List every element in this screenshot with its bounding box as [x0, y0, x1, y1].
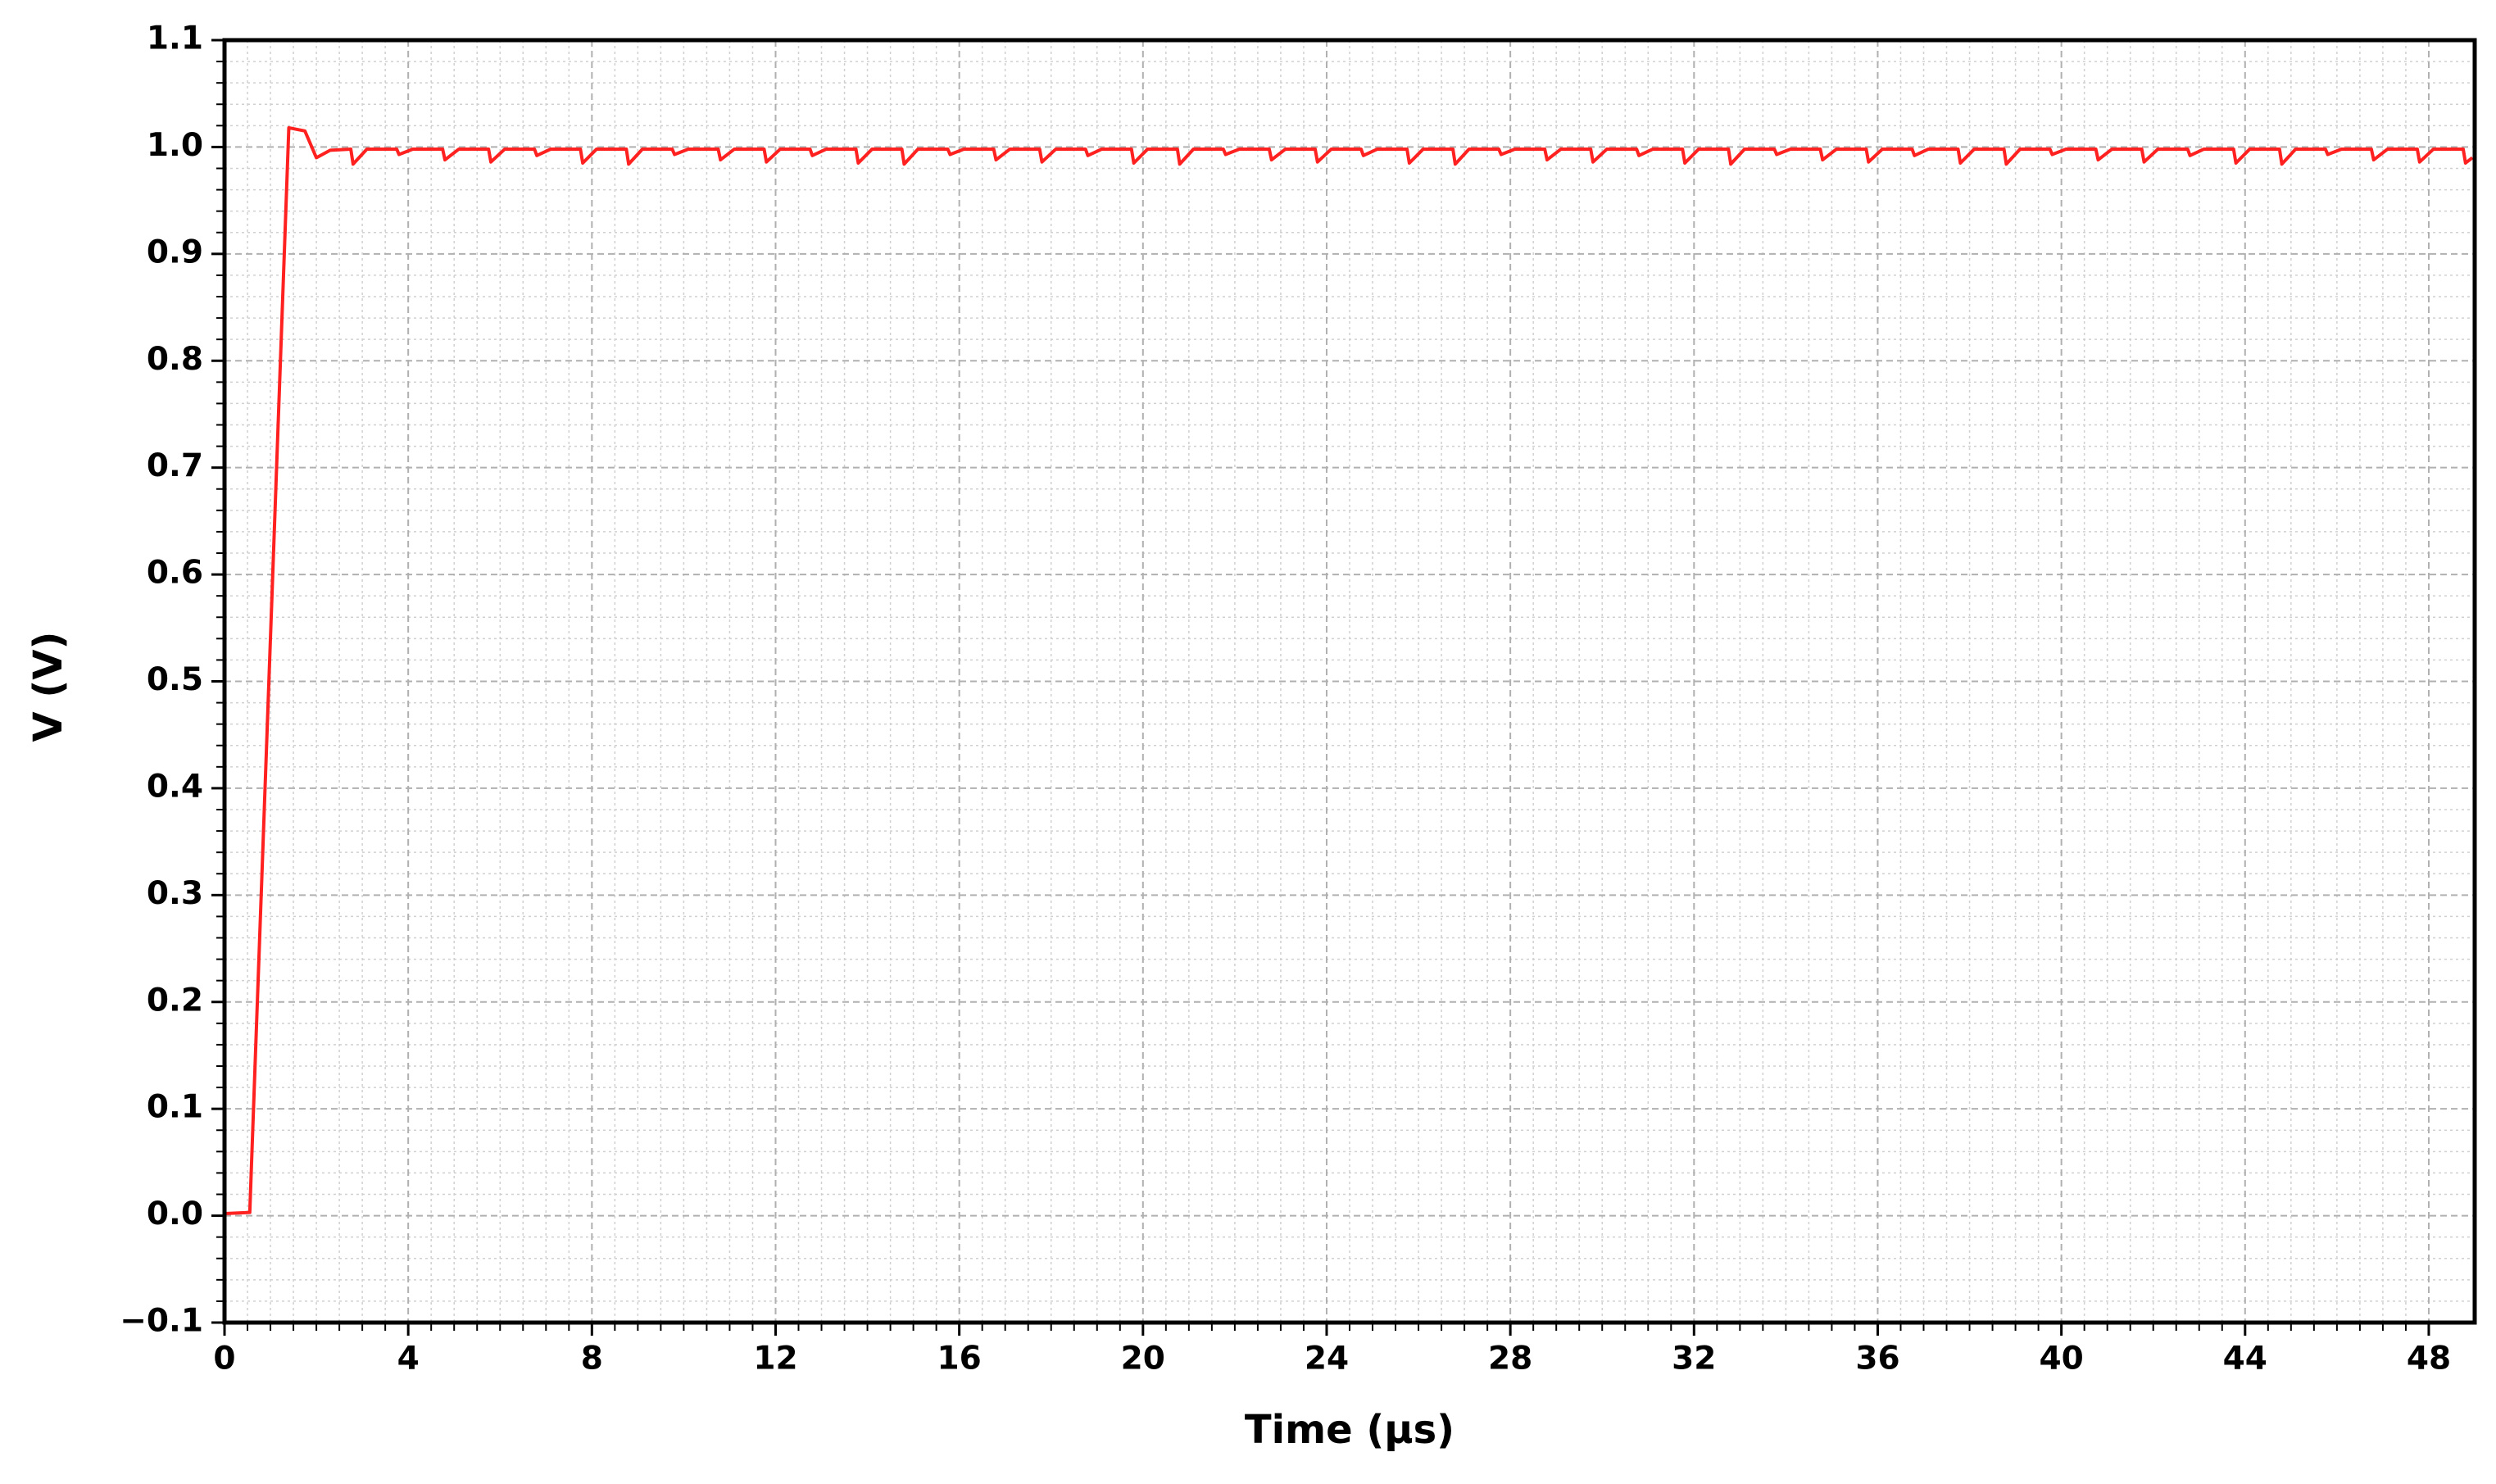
x-tick-label: 24: [1305, 1341, 1349, 1377]
x-tick-label: 16: [937, 1341, 982, 1377]
x-tick-label: 20: [1121, 1341, 1165, 1377]
x-tick-label: 48: [2407, 1341, 2451, 1377]
x-tick-label: 4: [397, 1341, 420, 1377]
y-tick-label: 0.3: [147, 875, 203, 912]
y-tick-label: 0.2: [147, 982, 203, 1019]
x-tick-label: 8: [581, 1341, 603, 1377]
x-tick-label: 44: [2223, 1341, 2267, 1377]
y-tick-label: −0.1: [120, 1303, 203, 1340]
y-tick-label: 0.8: [147, 341, 203, 378]
y-tick-label: 0.6: [147, 555, 203, 592]
y-axis-title: V (V): [25, 632, 71, 742]
y-tick-label: 0.1: [147, 1089, 203, 1126]
x-tick-label: 28: [1488, 1341, 1532, 1377]
y-tick-label: 0.7: [147, 447, 203, 484]
y-tick-label: 0.4: [147, 768, 203, 805]
x-tick-label: 12: [753, 1341, 797, 1377]
y-tick-label: 0.5: [147, 661, 203, 698]
x-axis-title: Time (µs): [1245, 1407, 1454, 1453]
x-tick-label: 32: [1672, 1341, 1716, 1377]
line-series: [224, 125, 2474, 1215]
y-tick-label: 0.9: [147, 234, 203, 270]
y-tick-label: 1.1: [147, 20, 203, 57]
y-tick-label: 1.0: [147, 127, 203, 164]
x-tick-label: 0: [213, 1341, 235, 1377]
x-tick-label: 36: [1855, 1341, 1899, 1377]
x-tick-label: 40: [2039, 1341, 2083, 1377]
plot-frame: [222, 38, 2477, 1325]
y-tick-label: 0.0: [147, 1196, 203, 1232]
